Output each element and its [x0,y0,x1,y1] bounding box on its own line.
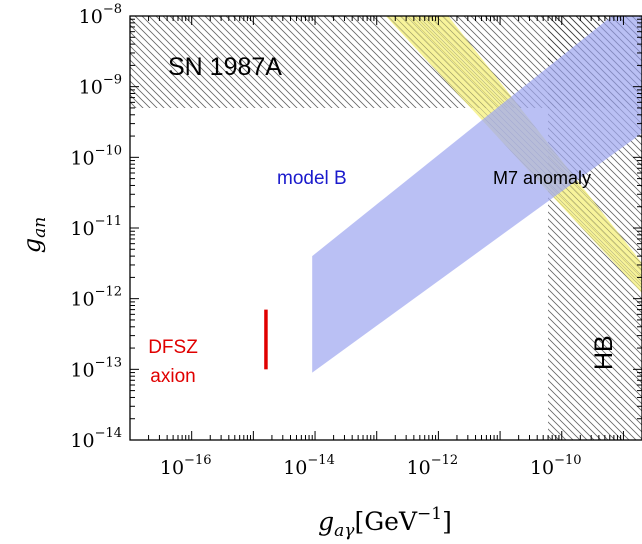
model-b-band [312,16,642,373]
sn1987a-label: SN 1987A [168,53,282,81]
y-tick-label: 10−10 [70,143,122,169]
x-tick-label: 10−16 [160,453,212,479]
y-tick-label: 10−9 [79,73,122,99]
y-tick-label: 10−12 [70,285,122,311]
axis-ticks [129,15,642,441]
dfsz-label-line1: DFSZ [148,337,198,358]
y-axis-title: gan [18,217,50,253]
axis-tick-labels: 10−16 10−14 10−12 10−10 10−8 10−9 10−10 10−11 10… [70,2,581,479]
x-tick-label: 10−12 [407,453,459,479]
m7-anomaly-band-hatch [385,16,642,294]
dfsz-label-line2: axion [150,366,195,387]
m7-anomaly-label: M7 anomaly [493,168,591,188]
hb-label: HB [590,335,618,370]
x-axis-title: gaγ[GeV−1] [318,504,452,541]
y-tick-label: 10−8 [79,2,122,28]
model-b-label: model B [277,168,347,189]
y-tick-label: 10−14 [70,426,122,452]
x-tick-label: 10−10 [530,453,582,479]
y-tick-label: 10−11 [70,214,122,240]
y-tick-label: 10−13 [70,355,122,381]
x-tick-label: 10−14 [283,453,335,479]
